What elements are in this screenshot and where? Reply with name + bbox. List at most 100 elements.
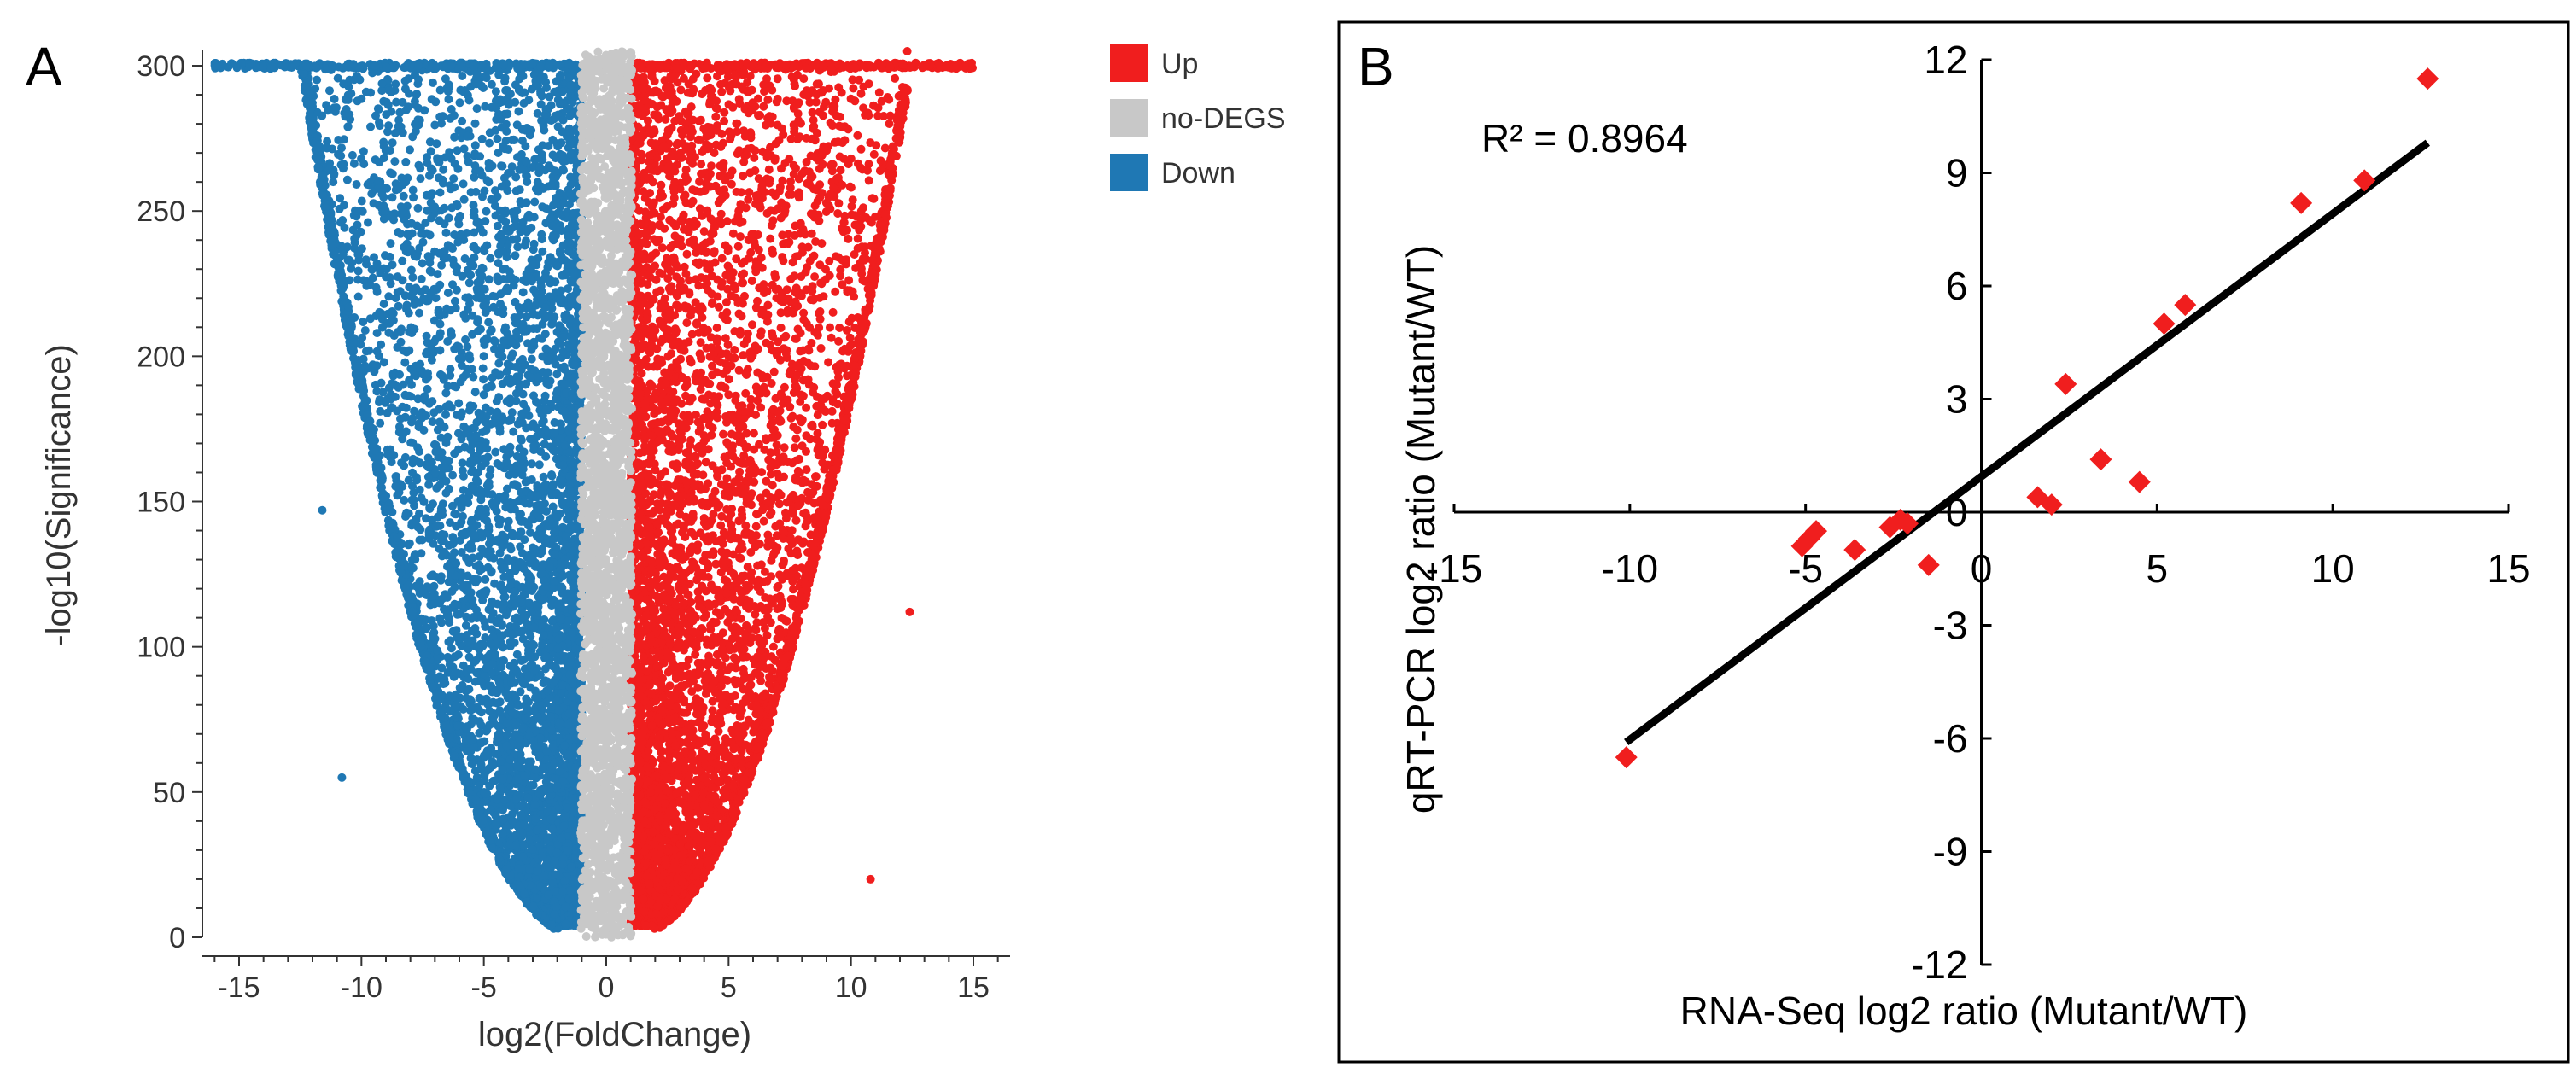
volcano-point-down bbox=[441, 388, 451, 398]
volcano-point-down bbox=[402, 230, 412, 239]
volcano-point-down bbox=[499, 643, 508, 652]
volcano-point-down bbox=[423, 206, 432, 215]
volcano-point-down bbox=[453, 634, 463, 643]
volcano-point-down bbox=[482, 653, 491, 662]
volcano-point-down bbox=[461, 736, 470, 745]
volcano-point-down bbox=[507, 708, 517, 717]
volcano-point-down bbox=[448, 470, 458, 480]
volcano-point-down bbox=[383, 450, 393, 459]
volcano-point-down bbox=[487, 79, 496, 89]
volcano-point-down bbox=[459, 511, 467, 521]
volcano-point-down bbox=[518, 852, 528, 861]
volcano-point-down bbox=[359, 318, 368, 326]
volcano-point-down bbox=[400, 85, 410, 94]
volcano-point-down bbox=[482, 417, 490, 427]
volcano-point-down bbox=[552, 513, 562, 522]
volcano-point-down bbox=[492, 397, 501, 406]
volcano-point-down bbox=[405, 346, 414, 355]
volcano-point-down bbox=[447, 203, 457, 213]
volcano-point-down bbox=[515, 74, 524, 84]
volcano-point-down bbox=[410, 100, 419, 109]
volcano-point-down bbox=[469, 242, 478, 252]
volcano-point-down bbox=[522, 198, 531, 207]
volcano-point-down bbox=[548, 233, 558, 242]
volcano-point-down bbox=[497, 161, 505, 171]
volcano-point-down bbox=[383, 127, 392, 137]
volcano-point-down bbox=[478, 228, 488, 237]
volcano-point-down bbox=[496, 516, 505, 525]
volcano-point-down bbox=[502, 397, 511, 406]
volcano-point-down bbox=[560, 380, 570, 389]
volcano-point-down bbox=[472, 104, 482, 114]
volcano-point-down bbox=[473, 327, 482, 336]
volcano-point-down bbox=[441, 228, 451, 237]
volcano-point-down bbox=[412, 90, 421, 100]
volcano-point-down bbox=[569, 779, 578, 788]
volcano-point-down bbox=[465, 695, 475, 704]
volcano-point-down bbox=[388, 169, 397, 178]
volcano-point-down bbox=[408, 468, 417, 477]
volcano-point-down bbox=[482, 746, 492, 755]
volcano-point-down bbox=[398, 97, 407, 107]
volcano-point-down bbox=[547, 703, 556, 711]
volcano-point-down bbox=[511, 363, 520, 371]
volcano-point-down bbox=[511, 251, 520, 260]
volcano-point-down bbox=[423, 472, 433, 481]
volcano-point-down bbox=[426, 147, 435, 156]
volcano-point-down bbox=[506, 545, 516, 554]
volcano-point-down bbox=[509, 427, 518, 436]
volcano-point-down bbox=[506, 273, 516, 283]
volcano-point-down bbox=[541, 344, 551, 353]
volcano-point-down bbox=[360, 326, 370, 335]
volcano-point-down bbox=[551, 111, 560, 120]
volcano-point-down bbox=[359, 276, 368, 285]
volcano-point-down bbox=[357, 154, 366, 163]
volcano-point-down bbox=[525, 571, 534, 580]
volcano-point-down bbox=[406, 145, 414, 155]
volcano-point-down bbox=[447, 552, 457, 562]
panel-a-label: A bbox=[26, 36, 62, 97]
volcano-point-down bbox=[548, 825, 558, 834]
volcano-point-down bbox=[455, 98, 464, 108]
volcano-point-down bbox=[426, 583, 435, 592]
volcano-point-down bbox=[538, 763, 547, 772]
volcano-point-down bbox=[400, 291, 410, 300]
volcano-point-down bbox=[415, 509, 423, 518]
volcano-point-down bbox=[495, 423, 505, 433]
volcano-point-down bbox=[523, 301, 532, 311]
volcano-point-down bbox=[401, 157, 411, 166]
volcano-point-down bbox=[524, 225, 533, 234]
volcano-point-down bbox=[548, 481, 558, 491]
volcano-point-down bbox=[453, 721, 463, 731]
volcano-point-down bbox=[372, 329, 382, 338]
volcano-point-down bbox=[517, 528, 526, 537]
volcano-point-down bbox=[532, 397, 540, 406]
volcano-point-down bbox=[325, 86, 334, 96]
volcano-point-down bbox=[528, 845, 537, 854]
volcano-point-down bbox=[543, 807, 552, 816]
volcano-point-down bbox=[497, 662, 505, 672]
volcano-point-down bbox=[435, 188, 445, 197]
volcano-point-down bbox=[523, 178, 532, 186]
volcano-point-down bbox=[433, 646, 442, 656]
volcano-point-down bbox=[558, 87, 567, 96]
volcano-point-down bbox=[528, 260, 537, 270]
volcano-point-down bbox=[467, 760, 476, 768]
volcano-point-down bbox=[517, 606, 526, 615]
volcano-point-down bbox=[506, 463, 516, 472]
volcano-point-down bbox=[446, 518, 454, 528]
volcano-point-down bbox=[372, 387, 382, 396]
volcano-point-down bbox=[437, 618, 447, 627]
volcano-point-down bbox=[417, 287, 425, 296]
volcano-point-down bbox=[499, 805, 507, 814]
volcano-point-down bbox=[377, 86, 387, 96]
volcano-point-down bbox=[529, 239, 539, 248]
volcano-point-down bbox=[377, 340, 386, 349]
volcano-point-down bbox=[471, 79, 481, 89]
volcano-point-down bbox=[395, 108, 405, 117]
volcano-point-down bbox=[350, 243, 359, 253]
volcano-point-down bbox=[438, 594, 447, 604]
volcano-point-down bbox=[569, 208, 578, 218]
volcano-point-down bbox=[517, 810, 526, 820]
volcano-point-down bbox=[413, 394, 423, 404]
